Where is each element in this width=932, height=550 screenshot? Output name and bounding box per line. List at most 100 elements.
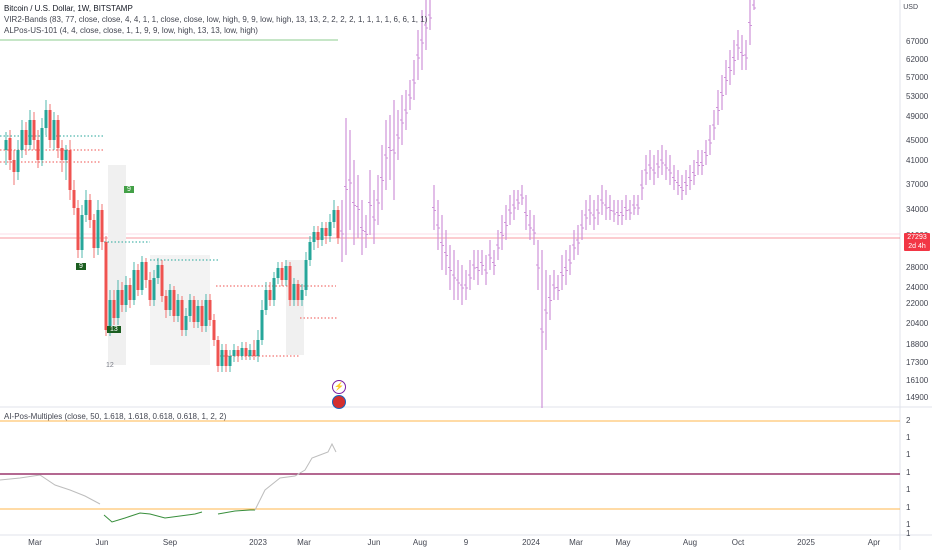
candle-body (20, 130, 24, 150)
price-tick-label: 37000 (906, 180, 929, 189)
candle-body (284, 266, 288, 280)
time-tick-label: Oct (732, 538, 745, 547)
candle-body (68, 150, 72, 190)
time-tick-label: Aug (683, 538, 697, 547)
candle-body (80, 215, 84, 250)
candle-body (288, 266, 292, 300)
time-tick-label: Apr (868, 538, 881, 547)
candle-body (116, 290, 120, 318)
candle-body (12, 160, 16, 172)
candle-body (312, 232, 316, 242)
candle-body (228, 356, 232, 366)
indicator2-legend[interactable]: ALPos-US-101 (4, 4, close, close, 1, 1, … (4, 26, 258, 35)
symbol-legend[interactable]: Bitcoin / U.S. Dollar, 1W, BITSTAMP (4, 4, 133, 13)
candle-body (164, 296, 168, 310)
candle-body (316, 232, 320, 240)
time-tick-label: Jun (96, 538, 109, 547)
price-tick-label: 45000 (906, 136, 929, 145)
price-tick-label: 49000 (906, 112, 929, 121)
zone-shade (108, 165, 126, 365)
candle-body (8, 138, 12, 160)
time-tick-label: 2025 (797, 538, 815, 547)
price-tick-label: 41000 (906, 156, 929, 165)
price-tick-label: 67000 (906, 37, 929, 46)
time-tick-label: Jun (368, 538, 381, 547)
candle-body (84, 200, 88, 215)
candle-body (272, 278, 276, 300)
bar-countdown: 2d 4h (908, 243, 926, 250)
candle-body (100, 210, 104, 242)
candle-body (36, 140, 40, 160)
candle-body (292, 284, 296, 300)
candle-body (332, 210, 336, 222)
price-tick-label: 16100 (906, 376, 929, 385)
lower-tick-label: 1 (906, 503, 911, 512)
candle-body (184, 316, 188, 330)
candle-body (132, 270, 136, 300)
lower-tick-label: 1 (906, 433, 911, 442)
candle-body (220, 350, 224, 366)
candle-body (40, 128, 44, 160)
price-tick-label: 24000 (906, 283, 929, 292)
candle-body (336, 210, 340, 238)
us-flag-icon[interactable] (332, 395, 346, 409)
candle-body (172, 290, 176, 316)
candle-body (124, 285, 128, 305)
candle-body (4, 140, 8, 150)
candle-body (144, 262, 148, 280)
time-tick-label: Sep (163, 538, 178, 547)
lower-tick-label: 1 (906, 450, 911, 459)
price-tick-label: 20400 (906, 319, 929, 328)
candle-body (52, 120, 56, 140)
candle-body (204, 300, 208, 326)
candle-body (196, 306, 200, 322)
candle-body (104, 242, 108, 330)
candle-body (252, 350, 256, 356)
lower-indicator-legend[interactable]: AI-Pos-Multiples (close, 50, 1.618, 1.61… (4, 412, 227, 421)
current-price-tag: 27293 2d 4h (904, 233, 930, 251)
indicator1-legend[interactable]: VIR2-Bands (83, 77, close, close, 4, 4, … (4, 15, 428, 24)
bands-layer (0, 135, 338, 365)
currency-label: USD (903, 4, 918, 11)
candle-body (24, 130, 28, 145)
candle-body (28, 120, 32, 145)
time-tick-label: Aug (413, 538, 427, 547)
candle-body (280, 268, 284, 280)
multiple-line-green (103, 511, 203, 523)
candle-body (296, 284, 300, 300)
candle-body (328, 222, 332, 236)
price-tick-label: 28000 (906, 263, 929, 272)
candle-body (88, 200, 92, 220)
candle-body (200, 306, 204, 326)
axes-layer: 67000 62000 57000 53000 49000 45000 41000 37000… (28, 37, 929, 547)
price-tick-label: 57000 (906, 73, 929, 82)
candle-body (44, 110, 48, 128)
candle-body (216, 340, 220, 366)
lower-tick-label: 1 (906, 529, 911, 538)
candle-body (92, 220, 96, 248)
time-tick-label: Mar (297, 538, 311, 547)
price-tick-label: 22000 (906, 299, 929, 308)
candle-body (176, 300, 180, 316)
candle-body (64, 150, 68, 160)
candle-body (268, 290, 272, 300)
candle-body (324, 228, 328, 236)
setup-13-marker: 13 (107, 326, 121, 333)
lower-tick-label: 1 (906, 468, 911, 477)
multiple-line-green2 (217, 509, 255, 515)
candle-body (148, 280, 152, 300)
candle-body (60, 148, 64, 160)
time-tick-label: May (615, 538, 630, 547)
candle-body (208, 300, 212, 320)
lower-tick-label: 2 (906, 416, 911, 425)
candle-body (16, 150, 20, 172)
lightning-icon[interactable]: ⚡ (332, 380, 346, 394)
setup-9-marker: 9 (76, 263, 86, 270)
candle-body (160, 265, 164, 296)
candle-body (120, 290, 124, 305)
candle-body (112, 300, 116, 318)
price-tick-label: 62000 (906, 55, 929, 64)
candle-body (276, 268, 280, 278)
